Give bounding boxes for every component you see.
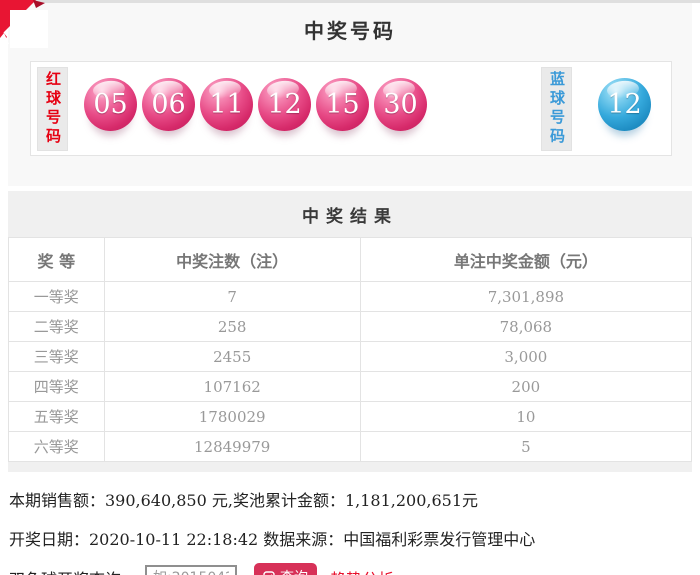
query-button-label: 查询	[280, 567, 308, 575]
red-ball-number: 12	[267, 88, 302, 120]
blue-ball-label: 蓝球号码	[548, 70, 566, 147]
section-gap	[0, 186, 700, 191]
query-label: 双色球开奖查询：	[9, 566, 137, 575]
count-cell: 12849979	[103, 431, 361, 462]
red-ball: 11	[200, 77, 253, 131]
amount-cell: 78,068	[359, 311, 693, 342]
red-ball-number: 05	[93, 88, 128, 120]
count-cell: 258	[103, 311, 361, 342]
tier-cell: 一等奖	[8, 281, 105, 312]
count-cell: 2455	[103, 341, 361, 372]
red-ball-number: 30	[383, 88, 418, 120]
red-balls-group: 05 06 11 12 15 30	[84, 77, 427, 131]
red-ball: 15	[316, 77, 369, 131]
table-row: 四等奖 107162 200	[8, 371, 693, 402]
red-ball: 06	[142, 77, 195, 131]
table-row: 一等奖 7 7,301,898	[8, 281, 693, 312]
blue-ball-number: 12	[607, 88, 642, 120]
issue-number-input[interactable]	[145, 564, 238, 575]
amount-cell: 5	[359, 431, 693, 462]
red-ball-number: 06	[151, 88, 186, 120]
winning-numbers-panel: 中奖号码 红球号码 05 06 11 12 15 30 蓝球号码 12	[8, 3, 692, 186]
amount-cell: 3,000	[359, 341, 693, 372]
count-cell: 107162	[103, 371, 361, 402]
draw-info: 开奖日期：2020-10-11 22:18:42 数据来源：中国福利彩票发行管理…	[9, 530, 536, 549]
tier-cell: 二等奖	[8, 311, 105, 342]
red-ball-number: 11	[209, 88, 244, 120]
tier-cell: 五等奖	[8, 401, 105, 432]
results-title: 中奖结果	[302, 207, 398, 227]
numbers-box: 红球号码 05 06 11 12 15 30 蓝球号码 12	[30, 61, 672, 156]
top-divider	[0, 0, 700, 3]
corner-ribbon-decoration	[0, 0, 48, 48]
count-cell: 7	[103, 281, 361, 312]
results-panel: 中奖结果 奖 等 中奖注数（注） 单注中奖金额（元） 一等奖 7 7,301,8…	[8, 191, 693, 472]
amount-cell: 7,301,898	[359, 281, 693, 312]
count-cell: 1780029	[103, 401, 361, 432]
red-ball: 05	[84, 77, 137, 131]
query-row: 双色球开奖查询： 查询 趋势分析	[9, 563, 700, 575]
table-row: 二等奖 258 78,068	[8, 311, 693, 342]
query-button[interactable]: 查询	[254, 563, 318, 575]
column-header-tier: 奖 等	[8, 237, 105, 282]
table-row: 六等奖 12849979 5	[8, 431, 693, 462]
column-header-count: 中奖注数（注）	[103, 237, 361, 282]
results-table: 奖 等 中奖注数（注） 单注中奖金额（元） 一等奖 7 7,301,898 二等…	[8, 237, 693, 462]
column-header-amount: 单注中奖金额（元）	[359, 237, 693, 282]
table-row: 五等奖 1780029 10	[8, 401, 693, 432]
tier-cell: 四等奖	[8, 371, 105, 402]
red-ball: 30	[374, 77, 427, 131]
page-title: 中奖号码	[304, 19, 396, 43]
tier-cell: 六等奖	[8, 431, 105, 462]
footer: 本期销售额：390,640,850 元,奖池累计金额：1,181,200,651…	[0, 472, 700, 575]
red-ball-number: 15	[325, 88, 360, 120]
trend-analysis-link[interactable]: 趋势分析	[330, 566, 394, 575]
amount-cell: 10	[359, 401, 693, 432]
sales-summary: 本期销售额：390,640,850 元,奖池累计金额：1,181,200,651…	[9, 491, 479, 510]
blue-ball-label-box: 蓝球号码	[541, 66, 572, 151]
red-balls-label: 红球号码	[44, 70, 62, 147]
table-header-row: 奖 等 中奖注数（注） 单注中奖金额（元）	[8, 237, 693, 282]
checkbox-icon	[263, 571, 275, 575]
tier-cell: 三等奖	[8, 341, 105, 372]
blue-ball: 12	[598, 77, 651, 131]
red-balls-label-box: 红球号码	[37, 66, 68, 151]
table-row: 三等奖 2455 3,000	[8, 341, 693, 372]
red-ball: 12	[258, 77, 311, 131]
amount-cell: 200	[359, 371, 693, 402]
